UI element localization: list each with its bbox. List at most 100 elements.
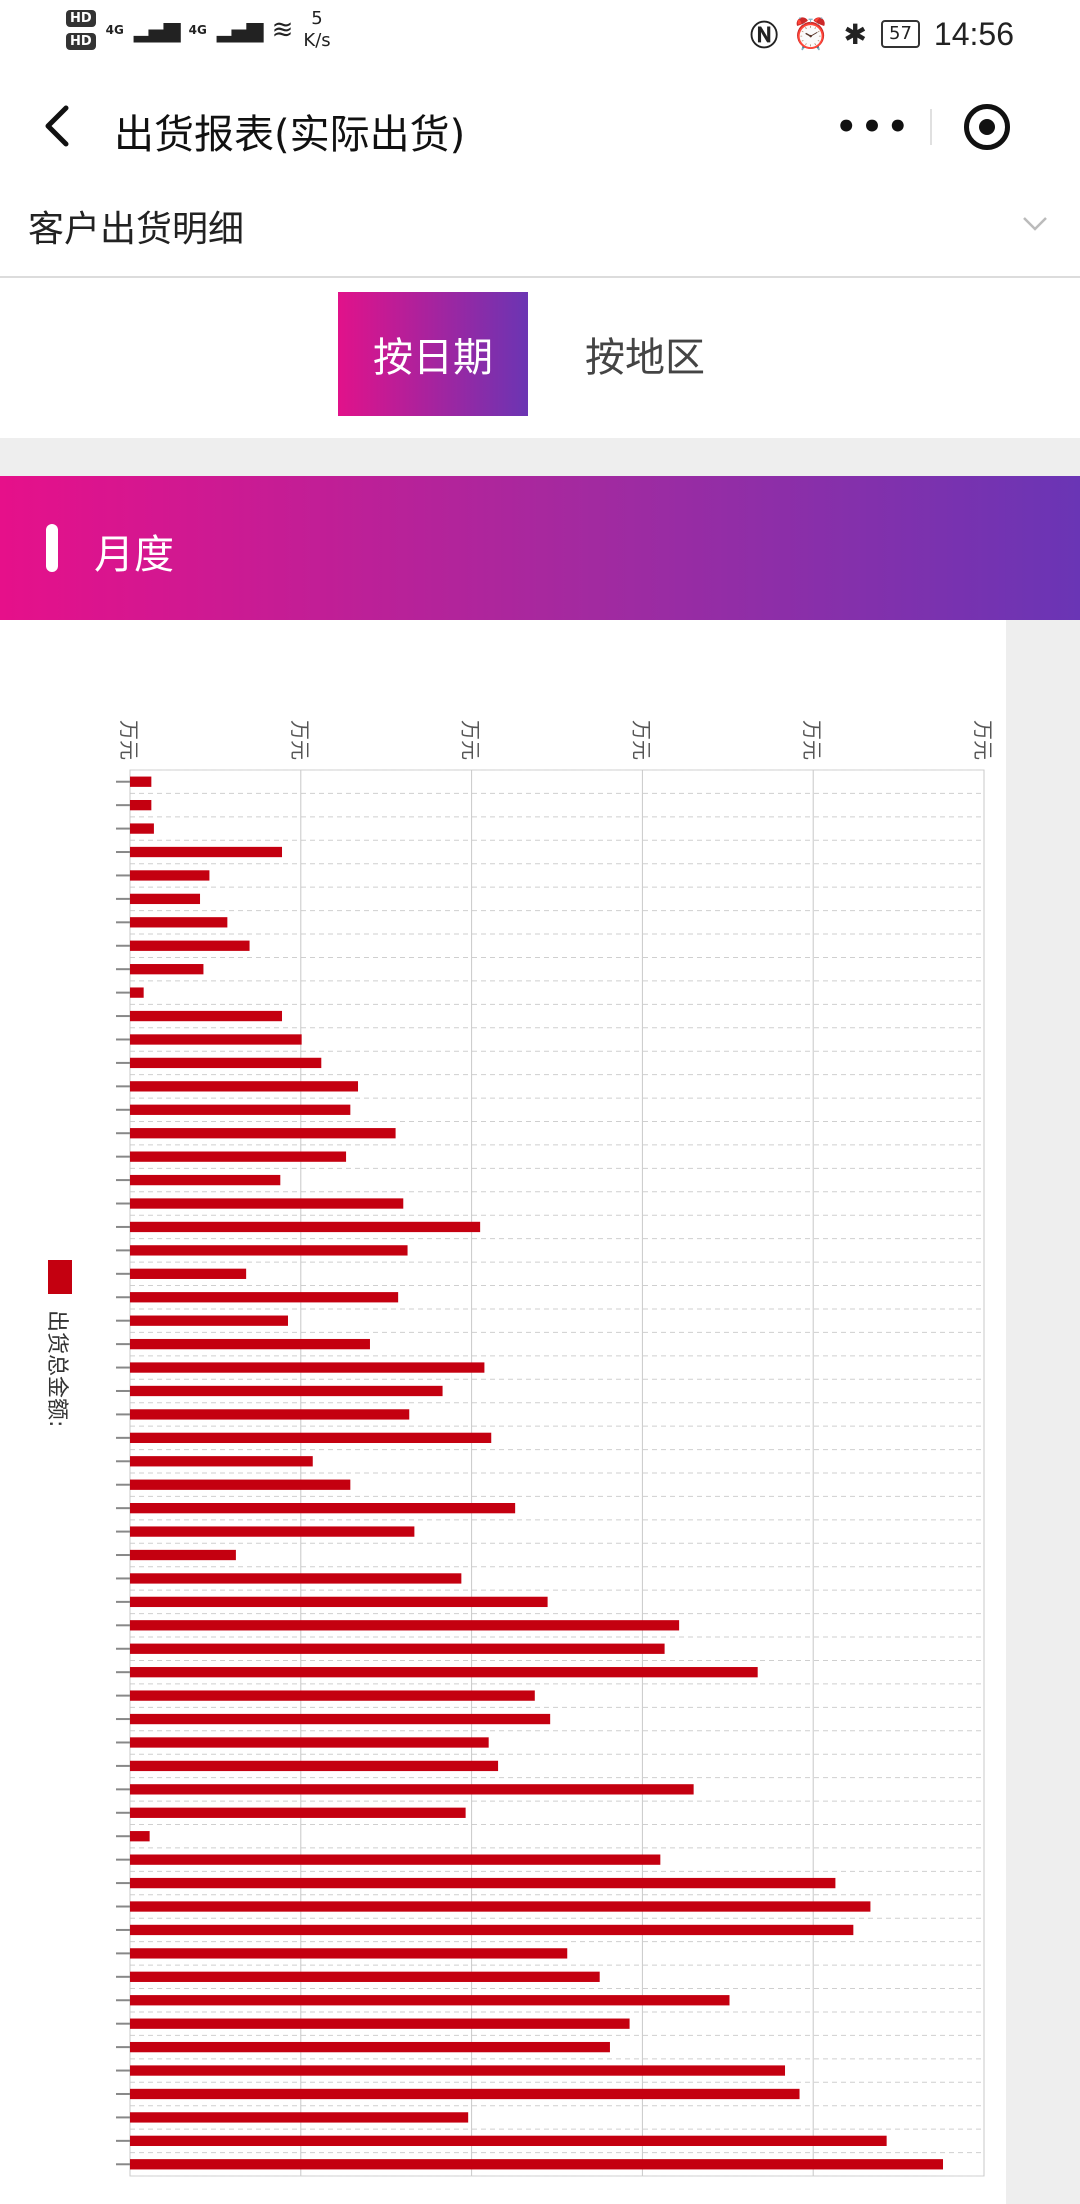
bar bbox=[130, 1971, 600, 1982]
bar bbox=[130, 1901, 871, 1912]
bar bbox=[130, 1081, 359, 1092]
grouping-tabs: 按日期 按地区 bbox=[0, 278, 1080, 438]
tab-by-region[interactable]: 按地区 bbox=[585, 335, 705, 381]
bluetooth-icon: ✱ bbox=[843, 17, 868, 51]
side-gutter bbox=[1006, 620, 1080, 2204]
bar bbox=[130, 1385, 443, 1397]
nfc-icon: Ⓝ bbox=[750, 19, 779, 52]
bar bbox=[130, 987, 144, 998]
bar bbox=[130, 1362, 485, 1373]
bar bbox=[130, 1128, 396, 1139]
bar bbox=[130, 1831, 150, 1842]
bar bbox=[130, 1737, 489, 1748]
tab-by-date[interactable]: 按日期 bbox=[338, 292, 528, 416]
clock: 14:56 bbox=[933, 15, 1014, 52]
bar bbox=[130, 1456, 313, 1467]
bar bbox=[130, 1010, 283, 1022]
report-type-selector[interactable]: 客户出货明细 bbox=[0, 186, 1080, 278]
bar bbox=[130, 1573, 462, 1584]
chevron-left-icon bbox=[45, 105, 69, 147]
bar bbox=[130, 2041, 610, 2053]
bar bbox=[130, 1784, 694, 1795]
x-tick-label: 万元 bbox=[288, 720, 312, 760]
section-marker bbox=[46, 524, 58, 572]
bar bbox=[130, 1409, 410, 1420]
x-tick-label: 万元 bbox=[117, 720, 141, 760]
legend-label: 出货总金额: bbox=[44, 1310, 69, 1427]
legend-swatch bbox=[48, 1260, 72, 1294]
bar bbox=[130, 1854, 661, 1865]
close-mini-program-button[interactable] bbox=[932, 104, 1042, 150]
bar bbox=[130, 1502, 516, 1514]
network-label-2: 4G bbox=[188, 23, 207, 37]
back-button[interactable] bbox=[38, 96, 78, 156]
bar bbox=[130, 1479, 351, 1490]
network-label-1: 4G bbox=[105, 23, 124, 37]
target-icon-dot bbox=[979, 119, 995, 135]
bar bbox=[130, 1432, 492, 1444]
bar bbox=[130, 2018, 630, 2029]
target-icon bbox=[964, 104, 1010, 150]
section-header: 月度 bbox=[0, 476, 1080, 620]
bar bbox=[130, 2159, 944, 2170]
signal-icon: ▂▄▆ bbox=[133, 17, 181, 43]
bar bbox=[130, 2065, 786, 2076]
signal-icon-2: ▂▄▆ bbox=[216, 17, 264, 43]
bar bbox=[130, 870, 210, 881]
bar bbox=[130, 1760, 499, 1772]
bar bbox=[130, 1198, 404, 1209]
bar bbox=[130, 2088, 800, 2100]
hd-badge-2: HD bbox=[66, 33, 96, 50]
status-bar: HD HD 4G ▂▄▆ 4G ▂▄▆ ≋ 5 K/s Ⓝ ⏰ ✱ 57 14:… bbox=[0, 0, 1080, 66]
x-tick-label: 万元 bbox=[629, 720, 653, 760]
bar bbox=[130, 1620, 680, 1631]
bar bbox=[130, 1338, 370, 1350]
bar bbox=[130, 1713, 551, 1725]
bar bbox=[130, 1526, 415, 1537]
bar bbox=[130, 2135, 887, 2147]
bar bbox=[130, 1877, 836, 1889]
bar bbox=[130, 1151, 347, 1162]
bar bbox=[130, 776, 152, 787]
bar bbox=[130, 823, 154, 834]
hd-badge-1: HD bbox=[66, 10, 96, 27]
bar bbox=[130, 940, 250, 951]
bar bbox=[130, 1807, 466, 1818]
bar bbox=[130, 1995, 730, 2006]
bar bbox=[130, 917, 228, 928]
status-left: HD HD 4G ▂▄▆ 4G ▂▄▆ ≋ 5 K/s bbox=[66, 8, 331, 52]
bar bbox=[130, 1596, 548, 1608]
x-tick-label: 万元 bbox=[459, 720, 483, 760]
bar bbox=[130, 1268, 247, 1279]
report-type-value: 客户出货明细 bbox=[28, 209, 245, 250]
chevron-down-icon bbox=[1023, 217, 1047, 231]
bar bbox=[130, 1549, 236, 1561]
bar bbox=[130, 1643, 665, 1654]
bar bbox=[130, 964, 204, 975]
x-tick-label: 万元 bbox=[971, 720, 995, 760]
section-spacer bbox=[0, 438, 1080, 476]
battery-icon: 57 bbox=[881, 20, 920, 48]
more-menu-button[interactable]: ••• bbox=[835, 107, 913, 147]
bar bbox=[130, 1245, 408, 1256]
bar bbox=[130, 1034, 302, 1045]
network-speed: 5 K/s bbox=[303, 8, 330, 52]
page-title: 出货报表(实际出货) bbox=[114, 112, 466, 158]
bar bbox=[130, 1221, 481, 1233]
bar bbox=[130, 1924, 854, 1936]
x-tick-label: 万元 bbox=[800, 720, 824, 760]
mini-program-capsule: ••• bbox=[818, 92, 1042, 162]
wifi-icon: ≋ bbox=[271, 15, 294, 45]
bar bbox=[130, 846, 283, 858]
section-title: 月度 bbox=[94, 532, 174, 578]
navigation-bar: 出货报表(实际出货) ••• bbox=[0, 66, 1080, 186]
alarm-icon: ⏰ bbox=[792, 16, 830, 52]
bar bbox=[130, 1104, 351, 1115]
bar bbox=[130, 1667, 758, 1678]
bar bbox=[130, 1315, 288, 1326]
bar bbox=[130, 893, 201, 905]
bar bbox=[130, 1057, 322, 1069]
status-right: Ⓝ ⏰ ✱ 57 14:56 bbox=[750, 14, 1014, 54]
bar bbox=[130, 799, 152, 811]
